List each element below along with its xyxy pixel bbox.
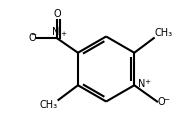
Text: −: − xyxy=(163,97,169,103)
Text: CH₃: CH₃ xyxy=(154,28,172,38)
Text: N: N xyxy=(138,79,146,89)
Text: −: − xyxy=(30,32,36,38)
Text: +: + xyxy=(60,31,66,37)
Text: O: O xyxy=(29,33,36,43)
Text: N: N xyxy=(52,27,60,37)
Text: O: O xyxy=(53,9,61,19)
Text: CH₃: CH₃ xyxy=(40,100,58,110)
Text: O: O xyxy=(158,97,165,107)
Text: +: + xyxy=(144,79,151,85)
